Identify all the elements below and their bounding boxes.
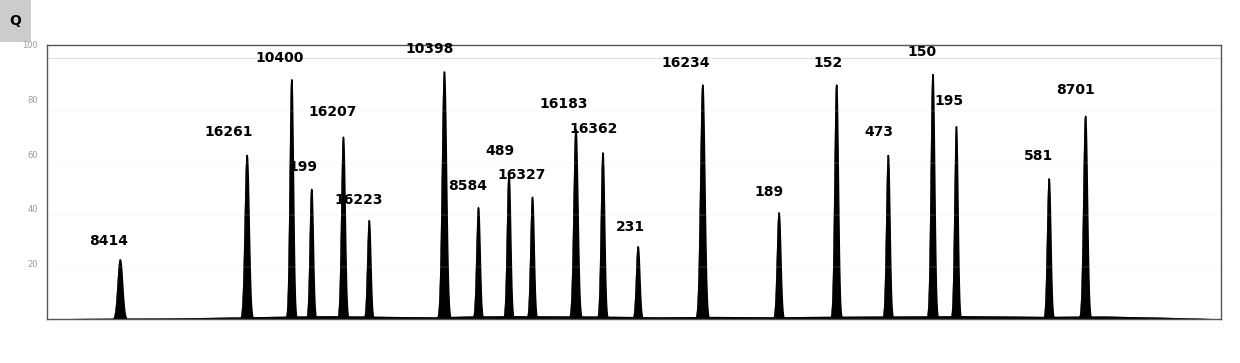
Text: 199: 199 — [289, 160, 317, 174]
Text: 16261: 16261 — [205, 125, 253, 139]
Text: 8584: 8584 — [448, 179, 487, 193]
Text: 16327: 16327 — [497, 168, 546, 182]
Text: 60: 60 — [27, 151, 37, 159]
Text: 189: 189 — [755, 185, 784, 199]
Text: 16207: 16207 — [309, 105, 357, 119]
Text: 581: 581 — [1023, 149, 1053, 163]
Text: 40: 40 — [27, 205, 37, 214]
Text: 8414: 8414 — [89, 234, 128, 248]
Text: 16362: 16362 — [569, 122, 618, 136]
Text: 100: 100 — [22, 41, 37, 50]
Text: 152: 152 — [813, 56, 843, 70]
Text: 10398: 10398 — [405, 42, 454, 56]
Text: 489: 489 — [486, 144, 515, 158]
Bar — [0, 0, 31, 42]
Text: 8701: 8701 — [1056, 83, 1095, 97]
Text: 473: 473 — [864, 125, 893, 139]
Text: 16183: 16183 — [539, 97, 588, 111]
Text: 231: 231 — [616, 220, 645, 234]
Text: 195: 195 — [935, 94, 963, 109]
Text: 16223: 16223 — [334, 193, 383, 207]
Text: 150: 150 — [908, 45, 936, 59]
Text: 10400: 10400 — [255, 50, 304, 65]
Text: Q: Q — [9, 14, 21, 28]
Text: 80: 80 — [27, 96, 37, 105]
Text: 20: 20 — [27, 260, 37, 269]
Text: 16234: 16234 — [662, 56, 711, 70]
